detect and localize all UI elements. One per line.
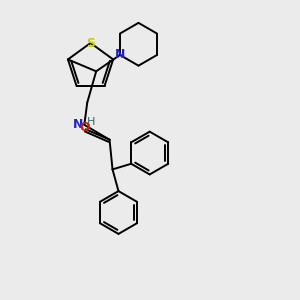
Text: H: H xyxy=(87,117,95,127)
Text: N: N xyxy=(115,49,125,62)
Text: O: O xyxy=(79,121,90,134)
Text: S: S xyxy=(86,37,95,50)
Text: N: N xyxy=(73,118,83,131)
